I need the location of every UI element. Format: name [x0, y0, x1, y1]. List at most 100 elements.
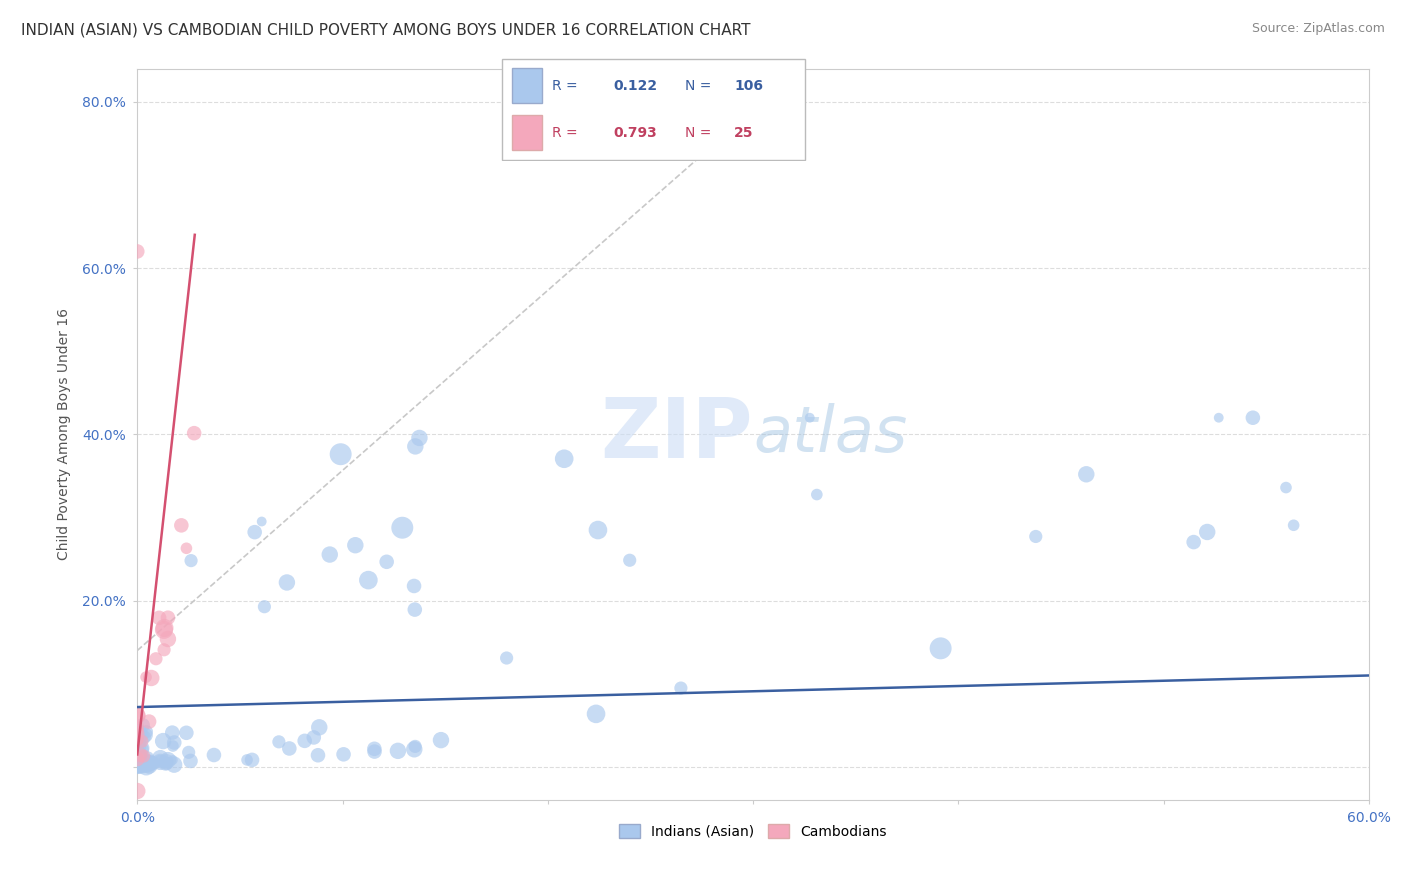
- FancyBboxPatch shape: [512, 69, 543, 103]
- Point: [363, 745, 385, 759]
- Point: [585, 706, 607, 721]
- Text: 0.793: 0.793: [613, 126, 658, 140]
- Point: [180, 554, 202, 568]
- Point: [402, 579, 425, 593]
- Point: [156, 753, 179, 767]
- Point: [149, 755, 172, 769]
- Point: [375, 555, 398, 569]
- Point: [129, 741, 152, 756]
- Point: [387, 744, 409, 758]
- Point: [495, 651, 517, 665]
- Point: [179, 754, 201, 768]
- Point: [131, 734, 153, 748]
- Point: [156, 610, 179, 624]
- Y-axis label: Child Poverty Among Boys Under 16: Child Poverty Among Boys Under 16: [58, 309, 72, 560]
- Point: [250, 515, 273, 529]
- Point: [929, 641, 952, 656]
- Point: [135, 752, 157, 766]
- Point: [430, 733, 453, 747]
- Point: [319, 548, 342, 562]
- Point: [176, 541, 198, 556]
- Point: [127, 735, 149, 749]
- Point: [127, 753, 149, 767]
- Text: N =: N =: [685, 78, 716, 93]
- Point: [332, 747, 354, 762]
- Point: [127, 756, 149, 770]
- Point: [344, 538, 367, 552]
- Point: [155, 754, 177, 768]
- Point: [329, 447, 352, 461]
- Point: [1197, 524, 1219, 539]
- Point: [127, 756, 149, 771]
- Point: [127, 720, 149, 734]
- Point: [148, 611, 170, 625]
- Point: [357, 573, 380, 587]
- Point: [135, 728, 157, 742]
- Point: [131, 758, 153, 772]
- Point: [240, 753, 263, 767]
- Point: [253, 599, 276, 614]
- Point: [136, 759, 159, 773]
- Point: [267, 735, 290, 749]
- Point: [135, 759, 157, 773]
- Point: [127, 752, 149, 766]
- Text: atlas: atlas: [754, 403, 907, 466]
- Point: [128, 725, 150, 739]
- Point: [127, 755, 149, 769]
- Point: [127, 723, 149, 737]
- Point: [129, 747, 152, 762]
- Legend: Indians (Asian), Cambodians: Indians (Asian), Cambodians: [614, 819, 893, 845]
- Point: [129, 751, 152, 765]
- Point: [131, 742, 153, 756]
- Point: [1241, 410, 1264, 425]
- Point: [127, 757, 149, 772]
- Point: [308, 720, 330, 734]
- Point: [1182, 535, 1205, 549]
- Point: [176, 726, 198, 740]
- Point: [586, 523, 609, 537]
- Point: [162, 725, 184, 739]
- Point: [170, 518, 193, 533]
- Point: [294, 734, 316, 748]
- Point: [153, 621, 176, 635]
- Point: [127, 755, 149, 769]
- Point: [128, 758, 150, 772]
- Point: [128, 759, 150, 773]
- Point: [131, 756, 153, 771]
- Point: [177, 745, 200, 759]
- Point: [153, 642, 176, 657]
- Point: [404, 742, 426, 756]
- Text: R =: R =: [551, 126, 582, 140]
- Point: [127, 746, 149, 760]
- Point: [236, 753, 259, 767]
- Point: [142, 756, 165, 771]
- Point: [128, 740, 150, 755]
- Point: [806, 487, 828, 501]
- Point: [404, 439, 426, 453]
- Point: [127, 753, 149, 767]
- Text: 25: 25: [734, 126, 754, 140]
- Point: [404, 739, 426, 754]
- Point: [202, 747, 225, 762]
- Text: 106: 106: [734, 78, 763, 93]
- Point: [127, 747, 149, 762]
- Point: [156, 756, 179, 771]
- Point: [128, 756, 150, 771]
- Point: [141, 671, 163, 685]
- Point: [135, 670, 157, 684]
- FancyBboxPatch shape: [512, 115, 543, 150]
- Point: [129, 747, 152, 761]
- Point: [162, 739, 184, 753]
- Point: [131, 718, 153, 732]
- Point: [139, 756, 162, 770]
- Point: [278, 741, 301, 756]
- Point: [127, 708, 149, 723]
- Point: [129, 759, 152, 773]
- Point: [149, 751, 172, 765]
- Point: [138, 714, 160, 729]
- Text: INDIAN (ASIAN) VS CAMBODIAN CHILD POVERTY AMONG BOYS UNDER 16 CORRELATION CHART: INDIAN (ASIAN) VS CAMBODIAN CHILD POVERT…: [21, 22, 751, 37]
- Point: [127, 760, 149, 774]
- Point: [127, 709, 149, 723]
- Point: [145, 651, 167, 665]
- Text: Source: ZipAtlas.com: Source: ZipAtlas.com: [1251, 22, 1385, 36]
